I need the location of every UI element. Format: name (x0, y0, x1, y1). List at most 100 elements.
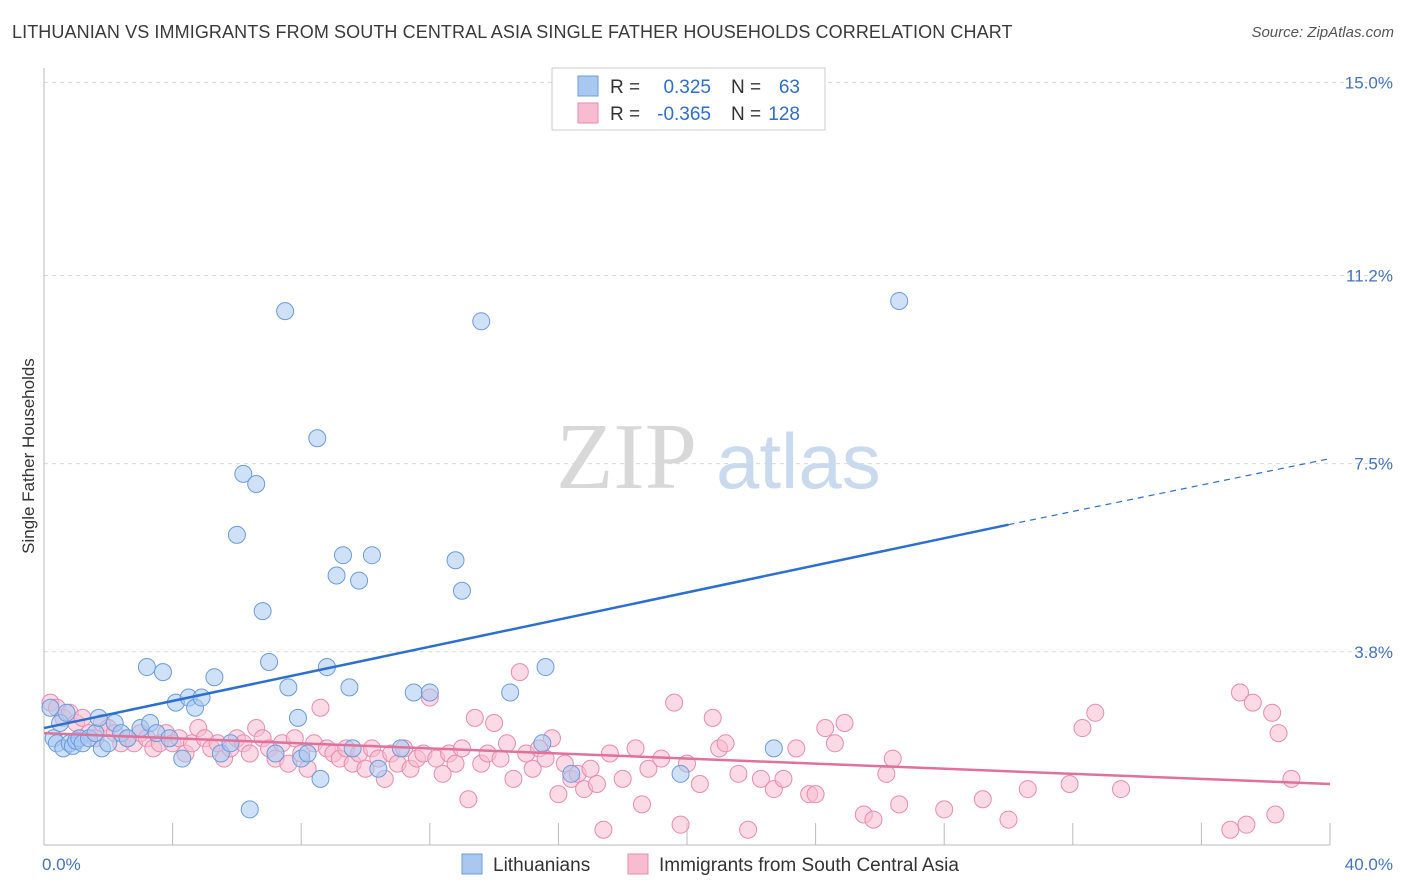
lithuanians-point-40 (276, 302, 295, 321)
lithuanians-point-57 (420, 683, 439, 702)
lithuanians-point-60 (472, 312, 491, 331)
lithuanians-trend-extension (1008, 457, 1331, 526)
immigrants-point-75 (523, 759, 542, 778)
immigrants-point-88 (613, 769, 632, 788)
immigrants-trend-line (43, 731, 1331, 786)
y-tick-label-0: 3.8% (1354, 643, 1393, 662)
legend-n-value-2: 128 (768, 104, 800, 125)
immigrants-point-122 (1086, 703, 1105, 722)
immigrants-point-107 (806, 785, 825, 804)
lithuanians-point-56 (404, 683, 423, 702)
immigrants-point-112 (864, 810, 883, 829)
bottom-legend: Lithuanians Immigrants from South Centra… (461, 853, 959, 876)
legend-swatch-blue (577, 75, 599, 97)
immigrants-point-89 (626, 739, 645, 758)
legend-n-label-1: N = (731, 77, 761, 98)
lithuanians-point-45 (308, 429, 327, 448)
lithuanians-point-53 (362, 546, 381, 565)
lithuanians-point-33 (227, 525, 246, 544)
immigrants-point-118 (999, 810, 1018, 829)
immigrants-point-72 (504, 769, 523, 788)
immigrants-point-114 (883, 749, 902, 768)
immigrants-point-61 (433, 764, 452, 783)
immigrants-point-97 (703, 708, 722, 727)
legend-r-label-1: R = (610, 77, 640, 98)
watermark-atlas: atlas (716, 417, 881, 505)
immigrants-point-109 (825, 734, 844, 753)
immigrants-point-96 (690, 774, 709, 793)
immigrants-point-71 (497, 734, 516, 753)
bottom-legend-label-lithuanians: Lithuanians (493, 855, 590, 876)
axes (43, 68, 1331, 846)
y-tick-label-2: 11.2% (1346, 267, 1393, 286)
immigrants-point-63 (446, 754, 465, 773)
lithuanians-point-36 (247, 475, 266, 494)
lithuanians-point-50 (340, 678, 359, 697)
immigrants-point-90 (632, 795, 651, 814)
immigrants-point-65 (459, 790, 478, 809)
lithuanians-point-52 (350, 571, 369, 590)
lithuanians-point-48 (327, 566, 346, 585)
immigrants-point-131 (1282, 769, 1301, 788)
immigrants-point-100 (729, 764, 748, 783)
immigrants-point-105 (787, 739, 806, 758)
immigrants-point-73 (510, 663, 529, 682)
lithuanians-point-62 (533, 734, 552, 753)
lithuanians-point-58 (446, 551, 465, 570)
bottom-legend-label-immigrants: Immigrants from South Central Asia (659, 855, 959, 876)
immigrants-point-93 (665, 693, 684, 712)
immigrants-point-127 (1243, 693, 1262, 712)
immigrants-point-104 (774, 769, 793, 788)
lithuanians-point-5 (57, 703, 76, 722)
lithuanians-point-35 (240, 800, 259, 819)
lithuanians-point-41 (279, 678, 298, 697)
lithuanians-point-42 (288, 708, 307, 727)
lithuanians-trend-line (43, 523, 1009, 730)
lithuanians-point-39 (266, 744, 285, 763)
immigrants-point-128 (1263, 703, 1282, 722)
immigrants-point-108 (816, 719, 835, 738)
immigrants-point-99 (716, 734, 735, 753)
immigrants-point-123 (1112, 780, 1131, 799)
source-label: Source: ZipAtlas.com (1251, 24, 1394, 41)
immigrants-point-66 (465, 708, 484, 727)
immigrants-point-85 (587, 774, 606, 793)
grid-lines (44, 81, 1392, 653)
x-tick-labels: 0.0% 40.0% (42, 855, 1393, 874)
lithuanians-point-26 (173, 749, 192, 768)
x-tick-label-0: 0.0% (42, 855, 81, 874)
lithuanians-point-44 (298, 744, 317, 763)
immigrants-point-79 (549, 785, 568, 804)
y-axis-label: Single Father Households (19, 358, 38, 554)
bottom-legend-swatch-immigrants (627, 853, 649, 875)
watermark-zip: ZIP (556, 405, 697, 509)
immigrants-point-125 (1230, 683, 1249, 702)
legend-r-value-2: -0.365 (657, 104, 711, 125)
lithuanians-point-34 (234, 464, 253, 483)
y-tick-labels: 3.8% 7.5% 11.2% 15.0% (1345, 73, 1393, 661)
immigrants-point-124 (1221, 820, 1240, 839)
immigrants-point-86 (594, 820, 613, 839)
lithuanians-point-37 (253, 602, 272, 621)
immigrants-point-42 (311, 698, 330, 717)
immigrants-point-101 (739, 820, 758, 839)
lithuanians-point-59 (452, 581, 471, 600)
lithuanians-point-18 (118, 729, 137, 748)
immigrants-point-119 (1018, 780, 1037, 799)
immigrants-point-31 (240, 744, 259, 763)
immigrants-point-120 (1060, 774, 1079, 793)
immigrants-point-121 (1073, 719, 1092, 738)
legend-box: R = 0.325 N = 63 R = -0.365 N = 128 (551, 67, 826, 131)
lithuanians-point-23 (153, 663, 172, 682)
y-tick-label-1: 7.5% (1354, 455, 1393, 474)
legend-swatch-pink (577, 102, 599, 124)
lithuanians-point-29 (192, 688, 211, 707)
lithuanians-point-65 (671, 764, 690, 783)
lithuanians-point-0 (41, 698, 60, 717)
lithuanians-point-32 (221, 734, 240, 753)
lithuanians-point-20 (137, 658, 156, 677)
immigrants-point-110 (835, 713, 854, 732)
immigrants-point-116 (935, 800, 954, 819)
y-tick-label-3: 15.0% (1345, 73, 1393, 92)
